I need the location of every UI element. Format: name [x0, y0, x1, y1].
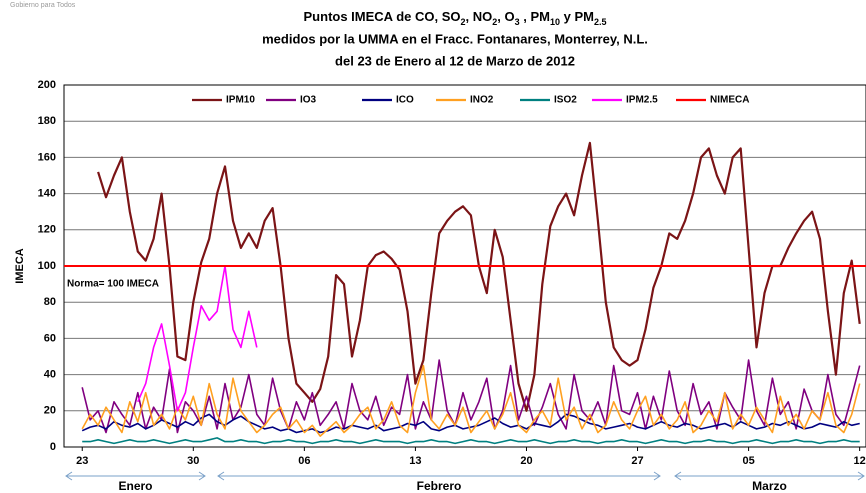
logo-text: Gobierno para Todos [10, 2, 76, 9]
month-label: Febrero [417, 479, 462, 493]
x-tick-label: 12 [854, 455, 866, 467]
legend-label: IO3 [300, 95, 317, 106]
series-group [64, 141, 866, 445]
title-subscript: 2 [461, 17, 466, 27]
x-tick-label: 05 [742, 455, 754, 467]
series-line [82, 437, 860, 445]
series-line [81, 364, 861, 437]
series-line [137, 265, 258, 412]
y-tick-label: 40 [44, 369, 56, 381]
title-subscript: 2 [492, 17, 497, 27]
legend-label: IPM2.5 [626, 95, 658, 106]
x-tick-label: 20 [520, 455, 532, 467]
y-tick-label: 20 [44, 405, 56, 417]
x-tick-label: 27 [631, 455, 643, 467]
month-label: Enero [118, 479, 152, 493]
month-arrowhead [217, 471, 661, 481]
chart-title: medidos por la UMMA en el Fracc. Fontana… [262, 31, 648, 46]
x-tick-label: 30 [187, 455, 199, 467]
y-tick-label: 0 [50, 441, 56, 453]
y-tick-label: 200 [38, 79, 56, 91]
y-tick-label: 60 [44, 332, 56, 344]
month-arrowhead [65, 471, 206, 481]
legend-label: NIMECA [710, 95, 749, 106]
month-label: Marzo [752, 479, 787, 493]
legend-label: INO2 [470, 95, 494, 106]
title-text: Puntos IMECA de CO, SO [304, 9, 461, 24]
title-text: , PM [520, 9, 550, 24]
month-arrowhead [674, 471, 865, 481]
y-tick-label: 100 [38, 260, 56, 272]
legend-label: ICO [396, 95, 414, 106]
x-tick-label: 06 [298, 455, 310, 467]
x-tick-label: 23 [76, 455, 88, 467]
legend-label: ISO2 [554, 95, 577, 106]
y-tick-label: 120 [38, 224, 56, 236]
series-line [97, 141, 861, 412]
x-tick-label: 13 [409, 455, 421, 467]
legend-label: IPM10 [226, 95, 255, 106]
title-text: , NO [466, 9, 493, 24]
y-tick-label: 140 [38, 188, 56, 200]
chart-title: del 23 de Enero al 12 de Marzo de 2012 [335, 53, 575, 68]
series-line [81, 359, 861, 434]
chart-title: Puntos IMECA de CO, SO2, NO2, O3 , PM10 … [304, 9, 607, 27]
title-subscript: 10 [550, 17, 560, 27]
annotation: Norma= 100 IMECA [67, 279, 159, 290]
series-line [81, 413, 860, 434]
title-text: y PM [560, 9, 594, 24]
y-tick-label: 160 [38, 151, 56, 163]
y-tick-label: 180 [38, 115, 56, 127]
title-text: , O [497, 9, 514, 24]
title-subscript: 3 [515, 17, 520, 27]
y-tick-label: 80 [44, 296, 56, 308]
title-subscript: 2.5 [594, 17, 607, 27]
y-axis-label: IMECA [14, 248, 26, 284]
